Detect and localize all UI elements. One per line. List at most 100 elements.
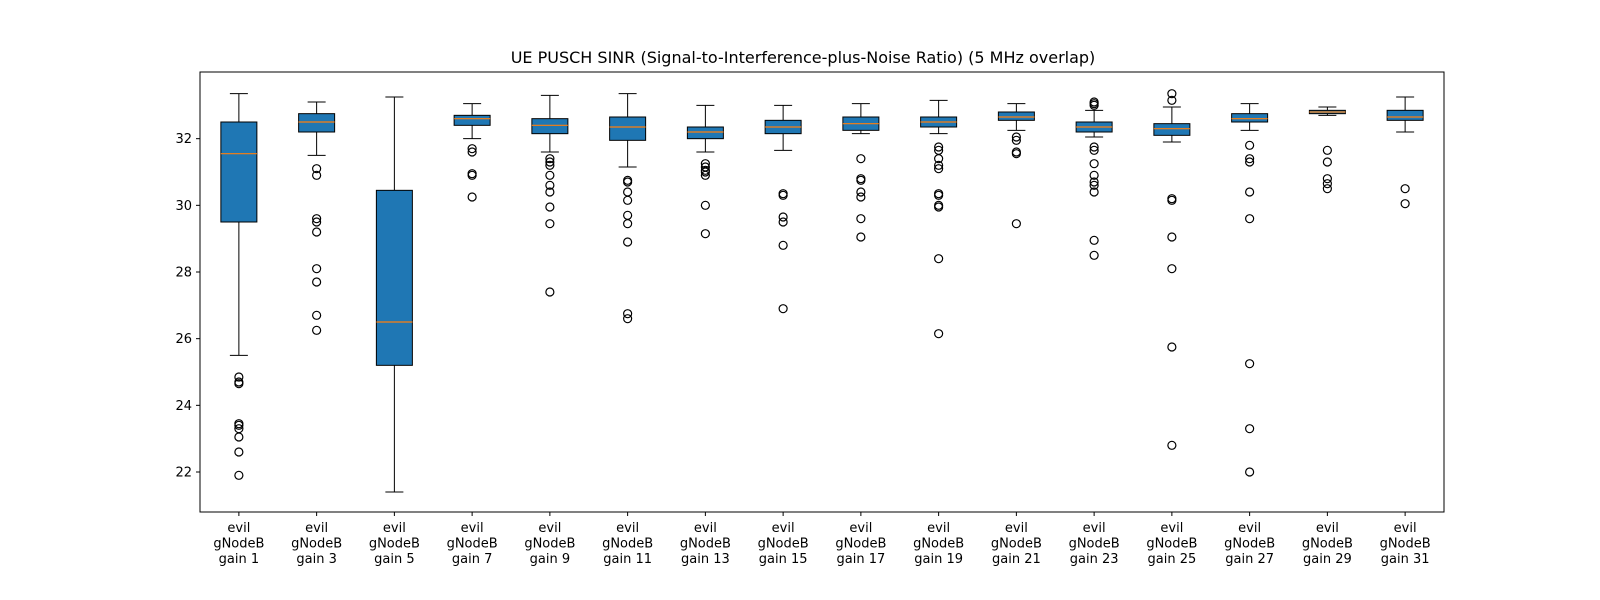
outlier-point — [1400, 199, 1410, 209]
outlier-point — [1322, 184, 1332, 194]
outlier-point — [934, 164, 944, 174]
outlier-point — [623, 177, 633, 187]
x-tick-label: evil gNodeB gain 7 — [447, 521, 498, 567]
outlier-point — [934, 190, 944, 200]
outlier-point — [234, 447, 244, 457]
outlier-point — [312, 164, 322, 174]
outlier-point — [856, 154, 866, 164]
outlier-point — [778, 240, 788, 250]
outlier-point — [234, 372, 244, 382]
outlier-point — [1167, 232, 1177, 242]
outlier-point — [312, 277, 322, 287]
outlier-point — [856, 187, 866, 197]
outlier-point — [467, 144, 477, 154]
outlier-point — [856, 175, 866, 185]
outlier-point — [700, 229, 710, 239]
outlier-point — [1322, 145, 1332, 155]
outlier-point — [1322, 179, 1332, 189]
outlier-point — [545, 187, 555, 197]
x-tick-label: evil gNodeB gain 31 — [1380, 521, 1431, 567]
x-tick-label: evil gNodeB gain 3 — [291, 521, 342, 567]
box-iqr — [453, 114, 491, 126]
outlier-point — [1245, 214, 1255, 224]
x-tick-label: evil gNodeB gain 5 — [369, 521, 420, 567]
plot-area: 22 24 26 28 30 32 evil gNodeB gain 1 evil gNodeB ga… — [175, 89, 1431, 567]
outlier-point — [545, 170, 555, 180]
outlier-point — [856, 214, 866, 224]
outlier-point — [1245, 467, 1255, 477]
box-iqr — [298, 113, 336, 133]
box-iqr — [997, 111, 1035, 121]
outlier-point — [545, 180, 555, 190]
axes-frame — [199, 71, 1445, 513]
box-iqr — [1386, 109, 1424, 121]
outlier-point — [1245, 140, 1255, 150]
outlier-point — [1245, 157, 1255, 167]
outlier-point — [934, 142, 944, 152]
outlier-point — [700, 167, 710, 177]
outlier-point — [234, 420, 244, 430]
outlier-point — [312, 310, 322, 320]
outlier-point — [623, 187, 633, 197]
outlier-point — [623, 314, 633, 324]
outlier-point — [545, 157, 555, 167]
outlier-point — [312, 227, 322, 237]
outlier-point — [623, 210, 633, 220]
box-iqr — [1231, 113, 1269, 123]
outlier-point — [234, 432, 244, 442]
outlier-point — [856, 232, 866, 242]
outlier-point — [312, 214, 322, 224]
outlier-point — [934, 160, 944, 170]
outlier-point — [467, 170, 477, 180]
outlier-point — [1011, 219, 1021, 229]
outlier-point — [856, 192, 866, 202]
box-iqr — [531, 118, 569, 135]
outlier-point — [545, 160, 555, 170]
outlier-point — [700, 200, 710, 210]
outlier-point — [1089, 187, 1099, 197]
box-iqr — [686, 126, 724, 140]
x-tick-label: evil gNodeB gain 19 — [913, 521, 964, 567]
outlier-point — [934, 202, 944, 212]
outlier-point — [234, 379, 244, 389]
outlier-point — [623, 219, 633, 229]
box-iqr — [375, 189, 413, 366]
outlier-point — [1089, 180, 1099, 190]
outlier-point — [1089, 100, 1099, 110]
x-tick-label: evil gNodeB gain 27 — [1224, 521, 1275, 567]
y-tick-label: 32 — [175, 132, 192, 147]
outlier-point — [1011, 135, 1021, 145]
outlier-point — [1089, 250, 1099, 260]
chart-title: UE PUSCH SINR (Signal-to-Interference-pl… — [511, 48, 1096, 67]
outlier-point — [1089, 170, 1099, 180]
outlier-point — [1245, 424, 1255, 434]
outlier-point — [312, 325, 322, 335]
outlier-point — [934, 254, 944, 264]
outlier-point — [778, 304, 788, 314]
outlier-point — [1167, 342, 1177, 352]
outlier-point — [623, 237, 633, 247]
y-tick-label: 26 — [175, 332, 192, 347]
outlier-point — [1167, 264, 1177, 274]
outlier-point — [1322, 157, 1332, 167]
outlier-point — [1167, 195, 1177, 205]
box-iqr — [609, 116, 647, 141]
outlier-point — [778, 190, 788, 200]
outlier-point — [623, 195, 633, 205]
outlier-point — [1245, 359, 1255, 369]
outlier-point — [1245, 154, 1255, 164]
outlier-point — [1400, 184, 1410, 194]
x-tick-label: evil gNodeB gain 21 — [991, 521, 1042, 567]
outlier-point — [467, 192, 477, 202]
outlier-point — [1089, 145, 1099, 155]
outlier-point — [1167, 89, 1177, 99]
outlier-point — [1167, 95, 1177, 105]
outlier-point — [312, 264, 322, 274]
box-iqr — [1153, 123, 1191, 136]
box-iqr — [220, 121, 258, 223]
outlier-point — [1011, 149, 1021, 159]
outlier-point — [545, 154, 555, 164]
outlier-point — [312, 217, 322, 227]
x-tick-label: evil gNodeB gain 25 — [1146, 521, 1197, 567]
